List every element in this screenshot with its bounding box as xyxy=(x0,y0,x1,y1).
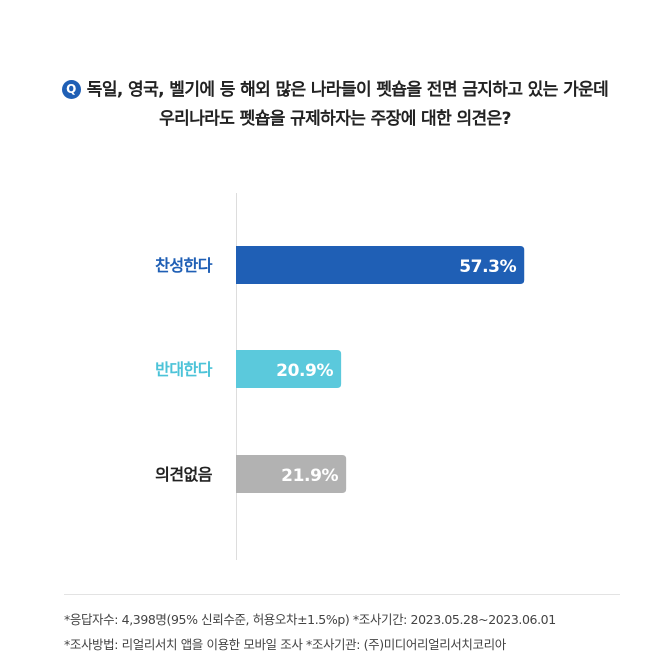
bar-no-opinion xyxy=(236,455,347,493)
bar-agree xyxy=(236,246,525,284)
category-label-disagree: 반대한다 xyxy=(155,360,213,379)
bars-group: 찬성한다 57.3% 반대한다 20.9% 의견없음 21.9% xyxy=(155,246,525,493)
question-line-2: 우리나라도 펫숍을 규제하자는 주장에 대한 의견은? xyxy=(159,109,511,129)
category-label-no-opinion: 의견없음 xyxy=(155,465,213,484)
value-label-no-opinion: 21.9% xyxy=(281,466,338,486)
value-label-agree: 57.3% xyxy=(459,257,516,277)
footnote-method-info: *조사방법: 리얼리서치 앱을 이용한 모바일 조사 *조사기관: (주)미디어… xyxy=(64,637,506,652)
footnotes: *응답자수: 4,398명(95% 신뢰수준, 허용오차±1.5%p) *조사기… xyxy=(64,594,620,657)
question-text-1: 독일, 영국, 벨기에 등 해외 많은 나라들이 펫숍을 전면 금지하고 있는 … xyxy=(86,80,609,100)
question-badge: Q xyxy=(61,80,81,99)
category-label-agree: 찬성한다 xyxy=(155,256,213,275)
question: Q 독일, 영국, 벨기에 등 해외 많은 나라들이 펫숍을 전면 금지하고 있는… xyxy=(0,76,670,134)
value-label-disagree: 20.9% xyxy=(276,361,333,381)
question-line-1: Q 독일, 영국, 벨기에 등 해외 많은 나라들이 펫숍을 전면 금지하고 있는… xyxy=(0,76,670,105)
bar-disagree xyxy=(236,350,342,388)
footnote-survey-info: *응답자수: 4,398명(95% 신뢰수준, 허용오차±1.5%p) *조사기… xyxy=(64,612,556,627)
